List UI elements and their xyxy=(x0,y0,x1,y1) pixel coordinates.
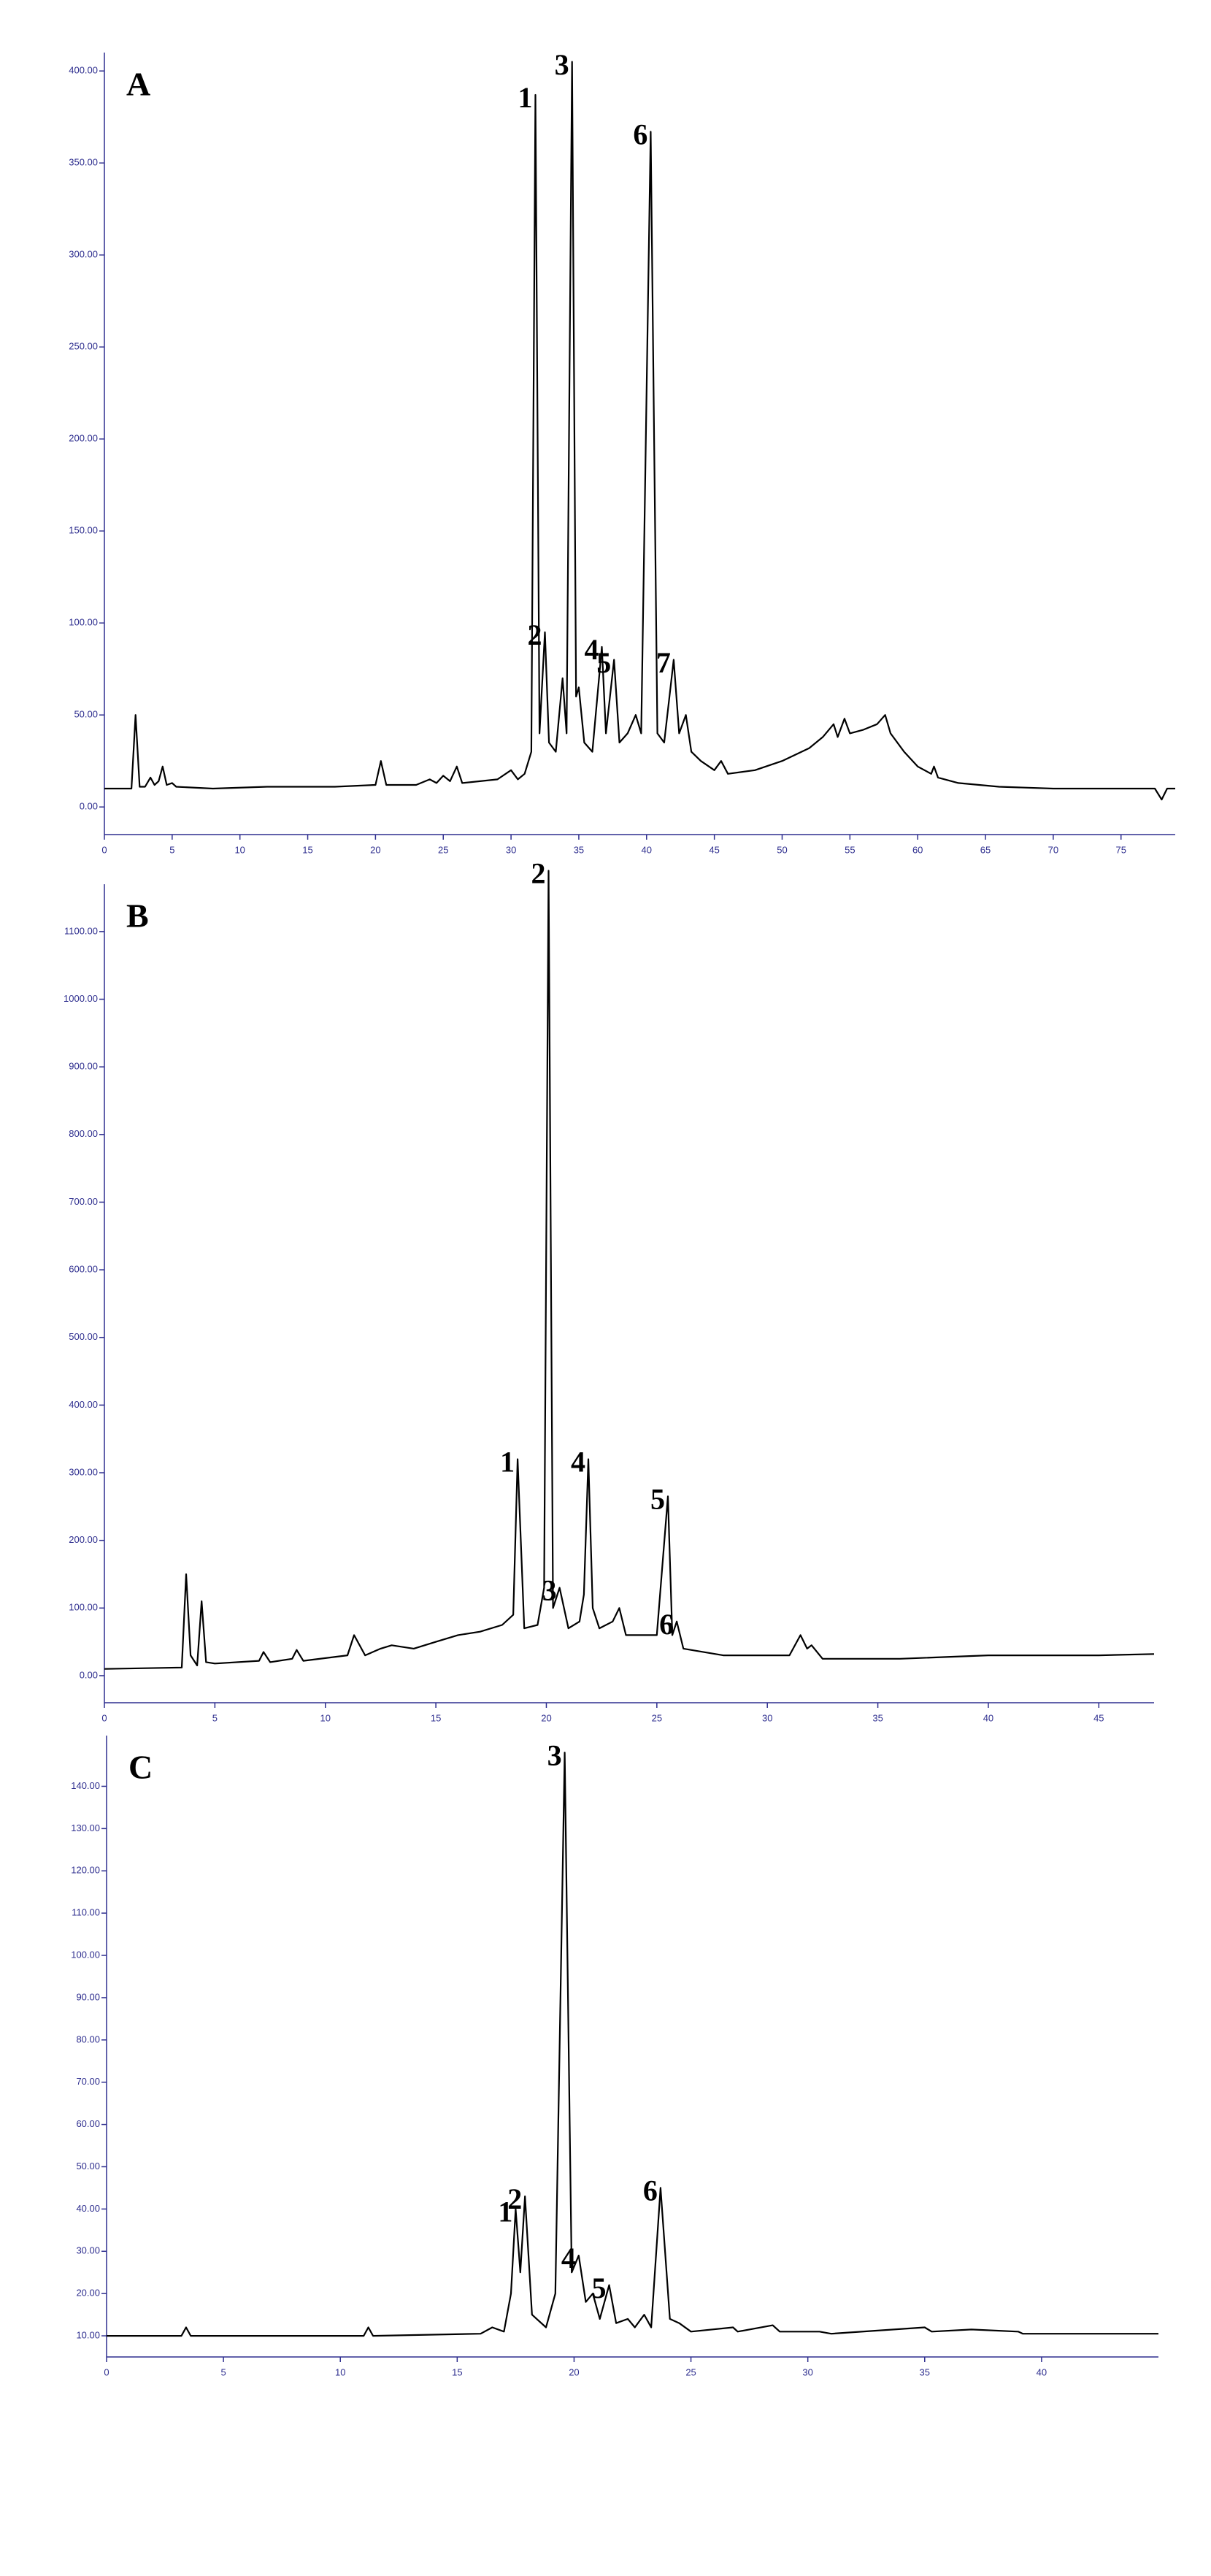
trace-line xyxy=(104,870,1155,1670)
x-tick-label: 5 xyxy=(220,2366,226,2377)
x-tick-label: 35 xyxy=(920,2366,930,2377)
x-tick-label: 5 xyxy=(212,1712,218,1723)
panel-title: A xyxy=(126,66,150,103)
peak-label: 5 xyxy=(650,1483,665,1516)
y-tick-label: 120.00 xyxy=(71,1865,100,1876)
y-tick-label: 1100.00 xyxy=(64,925,98,936)
x-tick-label: 10 xyxy=(234,844,245,855)
y-tick-label: 0.00 xyxy=(80,801,98,812)
x-tick-label: 40 xyxy=(1037,2366,1047,2377)
x-tick-label: 20 xyxy=(569,2366,579,2377)
y-tick-label: 90.00 xyxy=(76,1991,100,2002)
x-tick-label: 25 xyxy=(652,1712,662,1723)
x-tick-label: 0 xyxy=(101,1712,107,1723)
x-tick-label: 20 xyxy=(541,1712,551,1723)
y-tick-label: 1000.00 xyxy=(64,993,98,1004)
x-tick-label: 30 xyxy=(802,2366,812,2377)
x-tick-label: 35 xyxy=(574,844,584,855)
peak-label: 6 xyxy=(633,118,647,151)
x-tick-label: 40 xyxy=(642,844,652,855)
y-tick-label: 250.00 xyxy=(69,341,98,352)
x-tick-label: 30 xyxy=(506,844,516,855)
trace-line xyxy=(107,1752,1158,2337)
peak-label: 1 xyxy=(500,1446,515,1479)
y-tick-label: 110.00 xyxy=(72,1907,100,1918)
trace-line xyxy=(104,61,1175,801)
y-tick-label: 140.00 xyxy=(71,1780,100,1791)
y-tick-label: 20.00 xyxy=(76,2288,100,2299)
x-tick-label: 75 xyxy=(1115,844,1126,855)
y-tick-label: 50.00 xyxy=(74,709,98,720)
y-tick-label: 200.00 xyxy=(69,1534,98,1545)
x-tick-label: 45 xyxy=(709,844,719,855)
y-tick-label: 70.00 xyxy=(76,2076,100,2087)
y-tick-label: 10.00 xyxy=(76,2329,100,2340)
peak-label: 4 xyxy=(561,2242,576,2274)
y-tick-label: 300.00 xyxy=(69,1466,98,1477)
peak-label: 2 xyxy=(528,618,542,651)
x-tick-label: 0 xyxy=(101,844,107,855)
x-tick-label: 15 xyxy=(431,1712,441,1723)
panel-title: C xyxy=(128,1749,153,1786)
peak-label: 2 xyxy=(531,857,546,890)
x-tick-label: 50 xyxy=(777,844,787,855)
x-tick-label: 20 xyxy=(370,844,380,855)
x-tick-label: 15 xyxy=(452,2366,462,2377)
peak-label: 5 xyxy=(596,646,611,679)
peak-label: 3 xyxy=(547,1739,562,1771)
y-tick-label: 130.00 xyxy=(71,1822,100,1833)
x-tick-label: 40 xyxy=(983,1712,993,1723)
x-tick-label: 0 xyxy=(104,2366,109,2377)
peak-label: 1 xyxy=(518,81,533,114)
peak-label: 1 xyxy=(498,2196,512,2228)
y-tick-label: 800.00 xyxy=(69,1128,98,1139)
x-tick-label: 10 xyxy=(320,1712,331,1723)
peak-label: 3 xyxy=(555,48,569,81)
y-tick-label: 100.00 xyxy=(69,1602,98,1613)
peak-label: 4 xyxy=(571,1446,585,1479)
x-tick-label: 65 xyxy=(980,844,991,855)
peak-label: 6 xyxy=(643,2174,658,2207)
peak-label: 4 xyxy=(585,633,599,666)
y-tick-label: 80.00 xyxy=(76,2033,100,2044)
y-tick-label: 60.00 xyxy=(76,2118,100,2129)
x-tick-label: 55 xyxy=(845,844,855,855)
peak-label: 6 xyxy=(659,1608,674,1641)
x-tick-label: 35 xyxy=(872,1712,883,1723)
y-tick-label: 30.00 xyxy=(76,2245,100,2256)
y-tick-label: 300.00 xyxy=(69,249,98,260)
y-tick-label: 700.00 xyxy=(69,1196,98,1207)
x-tick-label: 45 xyxy=(1093,1712,1104,1723)
peak-label: 7 xyxy=(656,646,671,679)
x-tick-label: 15 xyxy=(302,844,312,855)
y-tick-label: 400.00 xyxy=(69,65,98,76)
x-tick-label: 60 xyxy=(912,844,923,855)
y-tick-label: 600.00 xyxy=(69,1264,98,1275)
y-tick-label: 350.00 xyxy=(69,157,98,168)
x-tick-label: 25 xyxy=(438,844,448,855)
y-tick-label: 0.00 xyxy=(80,1669,98,1680)
y-tick-label: 40.00 xyxy=(76,2203,100,2214)
peak-label: 2 xyxy=(507,2182,522,2215)
y-tick-label: 500.00 xyxy=(69,1331,98,1342)
y-tick-label: 150.00 xyxy=(69,525,98,536)
peak-label: 5 xyxy=(591,2272,606,2304)
y-tick-label: 900.00 xyxy=(69,1061,98,1072)
x-tick-label: 5 xyxy=(169,844,174,855)
x-tick-label: 10 xyxy=(335,2366,345,2377)
x-tick-label: 30 xyxy=(762,1712,772,1723)
x-tick-label: 25 xyxy=(685,2366,696,2377)
y-tick-label: 400.00 xyxy=(69,1399,98,1410)
peak-label: 3 xyxy=(542,1574,557,1607)
y-tick-label: 100.00 xyxy=(69,617,98,628)
x-tick-label: 70 xyxy=(1048,844,1058,855)
panel-title: B xyxy=(126,897,149,935)
y-tick-label: 200.00 xyxy=(69,433,98,444)
y-tick-label: 100.00 xyxy=(71,1949,100,1960)
y-tick-label: 50.00 xyxy=(76,2161,100,2171)
